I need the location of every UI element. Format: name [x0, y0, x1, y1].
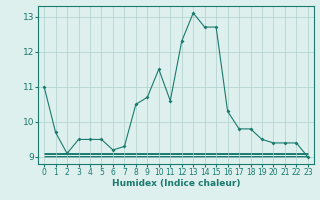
X-axis label: Humidex (Indice chaleur): Humidex (Indice chaleur) — [112, 179, 240, 188]
